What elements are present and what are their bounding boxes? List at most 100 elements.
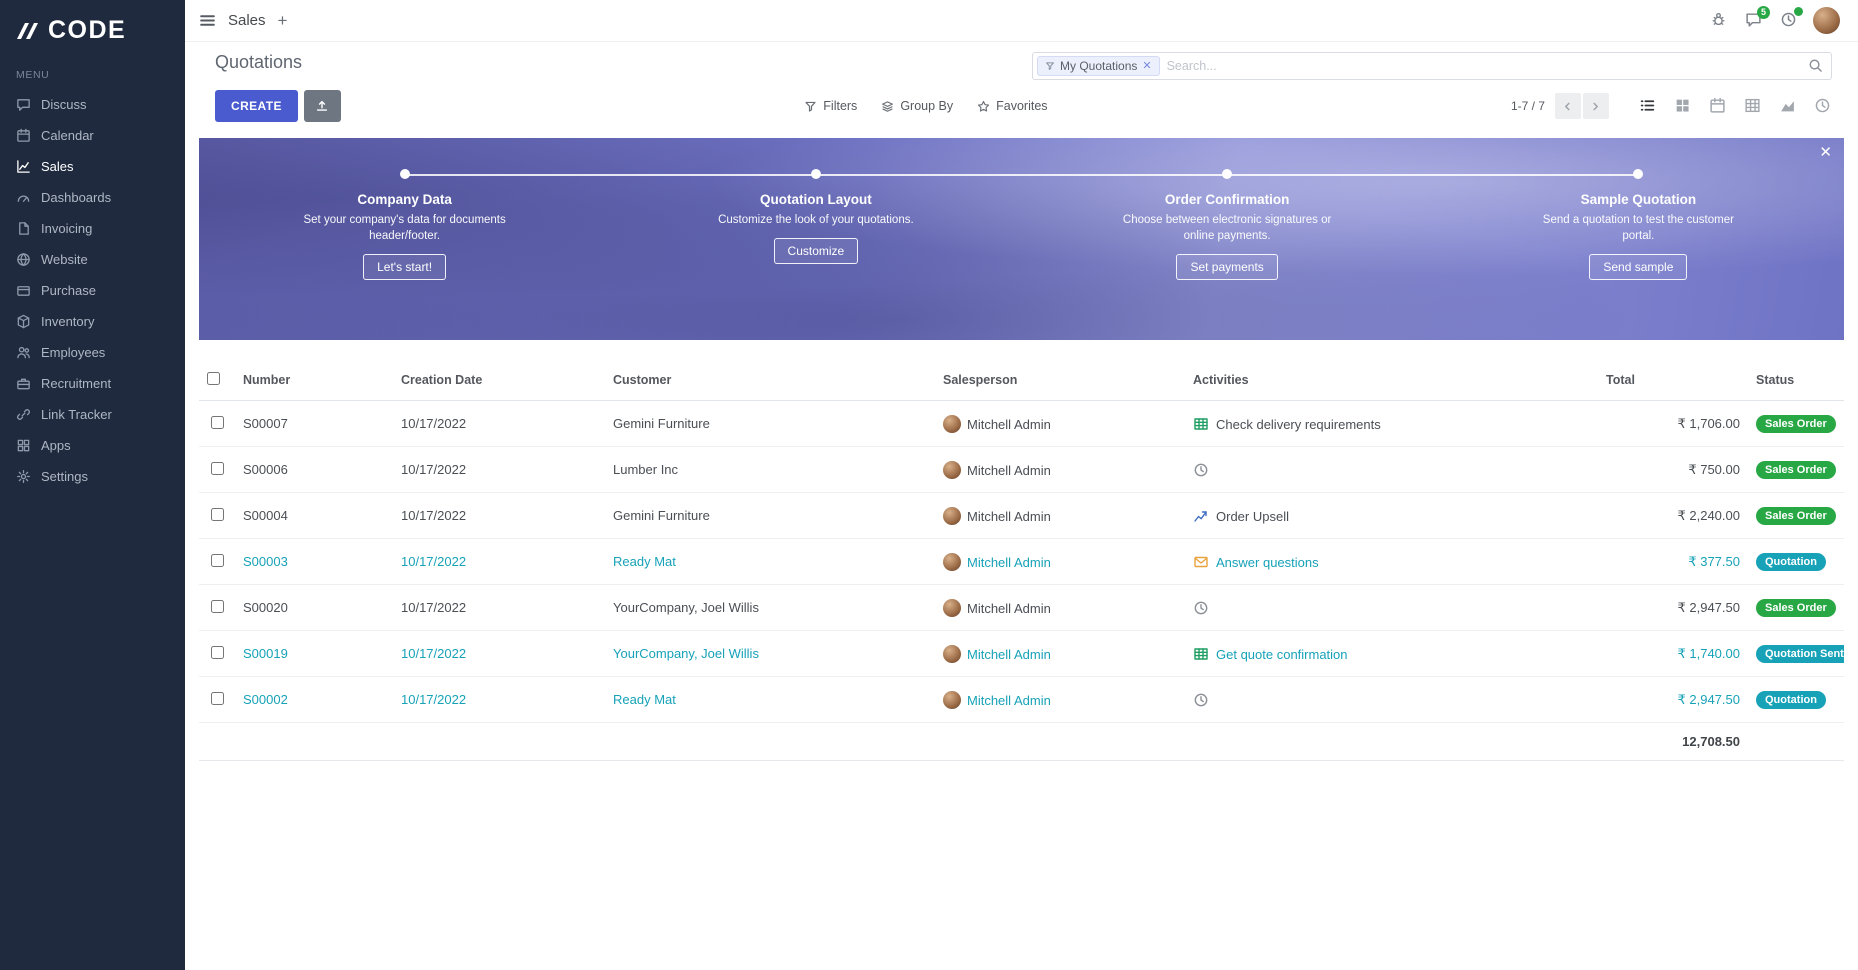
row-checkbox[interactable]	[211, 646, 224, 659]
recruitment-icon	[16, 376, 31, 391]
creation-date: 10/17/2022	[393, 493, 605, 539]
bug-icon[interactable]	[1708, 11, 1728, 31]
sidebar-item-label: Invoicing	[41, 221, 92, 236]
filters-button[interactable]: Filters	[804, 99, 857, 113]
row-checkbox[interactable]	[211, 508, 224, 521]
customer-name: YourCompany, Joel Willis	[605, 585, 935, 631]
search-bar[interactable]: My Quotations ✕	[1032, 52, 1832, 80]
pager-and-views: 1-7 / 7	[1511, 93, 1832, 119]
total-amount: ₹ 1,706.00	[1598, 401, 1748, 447]
select-all-checkbox[interactable]	[207, 372, 220, 385]
set-payments-button[interactable]: Set payments	[1176, 254, 1277, 280]
salesperson-name: Mitchell Admin	[967, 601, 1051, 616]
step-description: Set your company's data for documents he…	[292, 212, 517, 244]
brand-logo[interactable]: CODE	[0, 0, 185, 67]
salesperson-avatar	[943, 645, 961, 663]
sidebar-item-label: Recruitment	[41, 376, 111, 391]
sidebar-item-recruitment[interactable]: Recruitment	[0, 368, 185, 399]
total-amount: ₹ 2,240.00	[1598, 493, 1748, 539]
status-badge: Sales Order	[1756, 415, 1836, 433]
spreadsheet-icon[interactable]	[1193, 416, 1209, 432]
quotation-number: S00020	[235, 585, 393, 631]
column-header-status[interactable]: Status	[1748, 360, 1844, 401]
table-row[interactable]: S0000710/17/2022Gemini FurnitureMitchell…	[199, 401, 1844, 447]
row-checkbox[interactable]	[211, 416, 224, 429]
filters-label: Filters	[823, 99, 857, 113]
salesperson-avatar	[943, 691, 961, 709]
table-row[interactable]: S0000310/17/2022Ready MatMitchell AdminA…	[199, 539, 1844, 585]
total-amount: ₹ 377.50	[1598, 539, 1748, 585]
search-input[interactable]	[1167, 59, 1800, 73]
column-header-activities[interactable]: Activities	[1185, 360, 1598, 401]
hamburger-menu-icon[interactable]	[199, 12, 216, 29]
sidebar: CODE MENU DiscussCalendarSalesDashboards…	[0, 0, 185, 970]
clock-icon[interactable]	[1193, 600, 1209, 616]
view-list-icon[interactable]	[1639, 97, 1657, 115]
sidebar-item-inventory[interactable]: Inventory	[0, 306, 185, 337]
status-cell: Sales Order	[1748, 585, 1844, 631]
sidebar-item-calendar[interactable]: Calendar	[0, 120, 185, 151]
messages-icon[interactable]: 5	[1743, 11, 1763, 31]
step-title: Sample Quotation	[1581, 192, 1697, 207]
view-activity-icon[interactable]	[1814, 97, 1832, 115]
sidebar-item-purchase[interactable]: Purchase	[0, 275, 185, 306]
table-row[interactable]: S0002010/17/2022YourCompany, Joel Willis…	[199, 585, 1844, 631]
sidebar-item-sales[interactable]: Sales	[0, 151, 185, 182]
sidebar-item-invoicing[interactable]: Invoicing	[0, 213, 185, 244]
upload-button[interactable]	[304, 90, 341, 122]
search-icon[interactable]	[1807, 58, 1823, 74]
activity-text: Answer questions	[1216, 555, 1319, 570]
table-row[interactable]: S0000410/17/2022Gemini FurnitureMitchell…	[199, 493, 1844, 539]
spreadsheet-icon[interactable]	[1193, 646, 1209, 662]
search-facet[interactable]: My Quotations ✕	[1037, 56, 1160, 76]
sidebar-item-link-tracker[interactable]: Link Tracker	[0, 399, 185, 430]
row-checkbox[interactable]	[211, 600, 224, 613]
customize-button[interactable]: Customize	[774, 238, 859, 264]
column-header-creation-date[interactable]: Creation Date	[393, 360, 605, 401]
favorites-button[interactable]: Favorites	[977, 99, 1047, 113]
view-pivot-icon[interactable]	[1744, 97, 1762, 115]
row-checkbox[interactable]	[211, 554, 224, 567]
activities-clock-icon[interactable]	[1778, 11, 1798, 31]
table-row[interactable]: S0000610/17/2022Lumber IncMitchell Admin…	[199, 447, 1844, 493]
view-switcher	[1639, 97, 1832, 115]
create-button[interactable]: CREATE	[215, 90, 298, 122]
row-checkbox[interactable]	[211, 692, 224, 705]
column-header-number[interactable]: Number	[235, 360, 393, 401]
envelope-icon[interactable]	[1193, 554, 1209, 570]
clock-icon[interactable]	[1193, 692, 1209, 708]
pager-next-icon[interactable]	[1583, 93, 1609, 119]
status-badge: Quotation Sent	[1756, 645, 1844, 663]
sidebar-item-label: Inventory	[41, 314, 94, 329]
sidebar-item-discuss[interactable]: Discuss	[0, 89, 185, 120]
group-by-button[interactable]: Group By	[881, 99, 953, 113]
view-kanban-icon[interactable]	[1674, 97, 1692, 115]
table-row[interactable]: S0001910/17/2022YourCompany, Joel Willis…	[199, 631, 1844, 677]
step-dot	[1222, 169, 1232, 179]
pager-previous-icon[interactable]	[1555, 93, 1581, 119]
sidebar-item-settings[interactable]: Settings	[0, 461, 185, 492]
sidebar-item-website[interactable]: Website	[0, 244, 185, 275]
column-header-customer[interactable]: Customer	[605, 360, 935, 401]
banner-close-icon[interactable]: ✕	[1819, 143, 1832, 161]
sidebar-item-dashboards[interactable]: Dashboards	[0, 182, 185, 213]
user-avatar[interactable]	[1813, 7, 1840, 34]
status-badge: Sales Order	[1756, 599, 1836, 617]
remove-facet-icon[interactable]: ✕	[1142, 61, 1151, 72]
send-sample-button[interactable]: Send sample	[1589, 254, 1687, 280]
column-header-total[interactable]: Total	[1598, 360, 1748, 401]
lets-start-button[interactable]: Let's start!	[363, 254, 446, 280]
clock-icon[interactable]	[1193, 462, 1209, 478]
status-badge: Quotation	[1756, 553, 1826, 571]
chart-icon[interactable]	[1193, 508, 1209, 524]
column-header-salesperson[interactable]: Salesperson	[935, 360, 1185, 401]
new-tab-plus-icon[interactable]: +	[278, 12, 288, 29]
view-calendar-icon[interactable]	[1709, 97, 1727, 115]
row-checkbox[interactable]	[211, 462, 224, 475]
sidebar-item-label: Discuss	[41, 97, 87, 112]
sidebar-item-apps[interactable]: Apps	[0, 430, 185, 461]
salesperson-avatar	[943, 461, 961, 479]
sidebar-item-employees[interactable]: Employees	[0, 337, 185, 368]
table-row[interactable]: S0000210/17/2022Ready MatMitchell Admin₹…	[199, 677, 1844, 723]
view-graph-icon[interactable]	[1779, 97, 1797, 115]
